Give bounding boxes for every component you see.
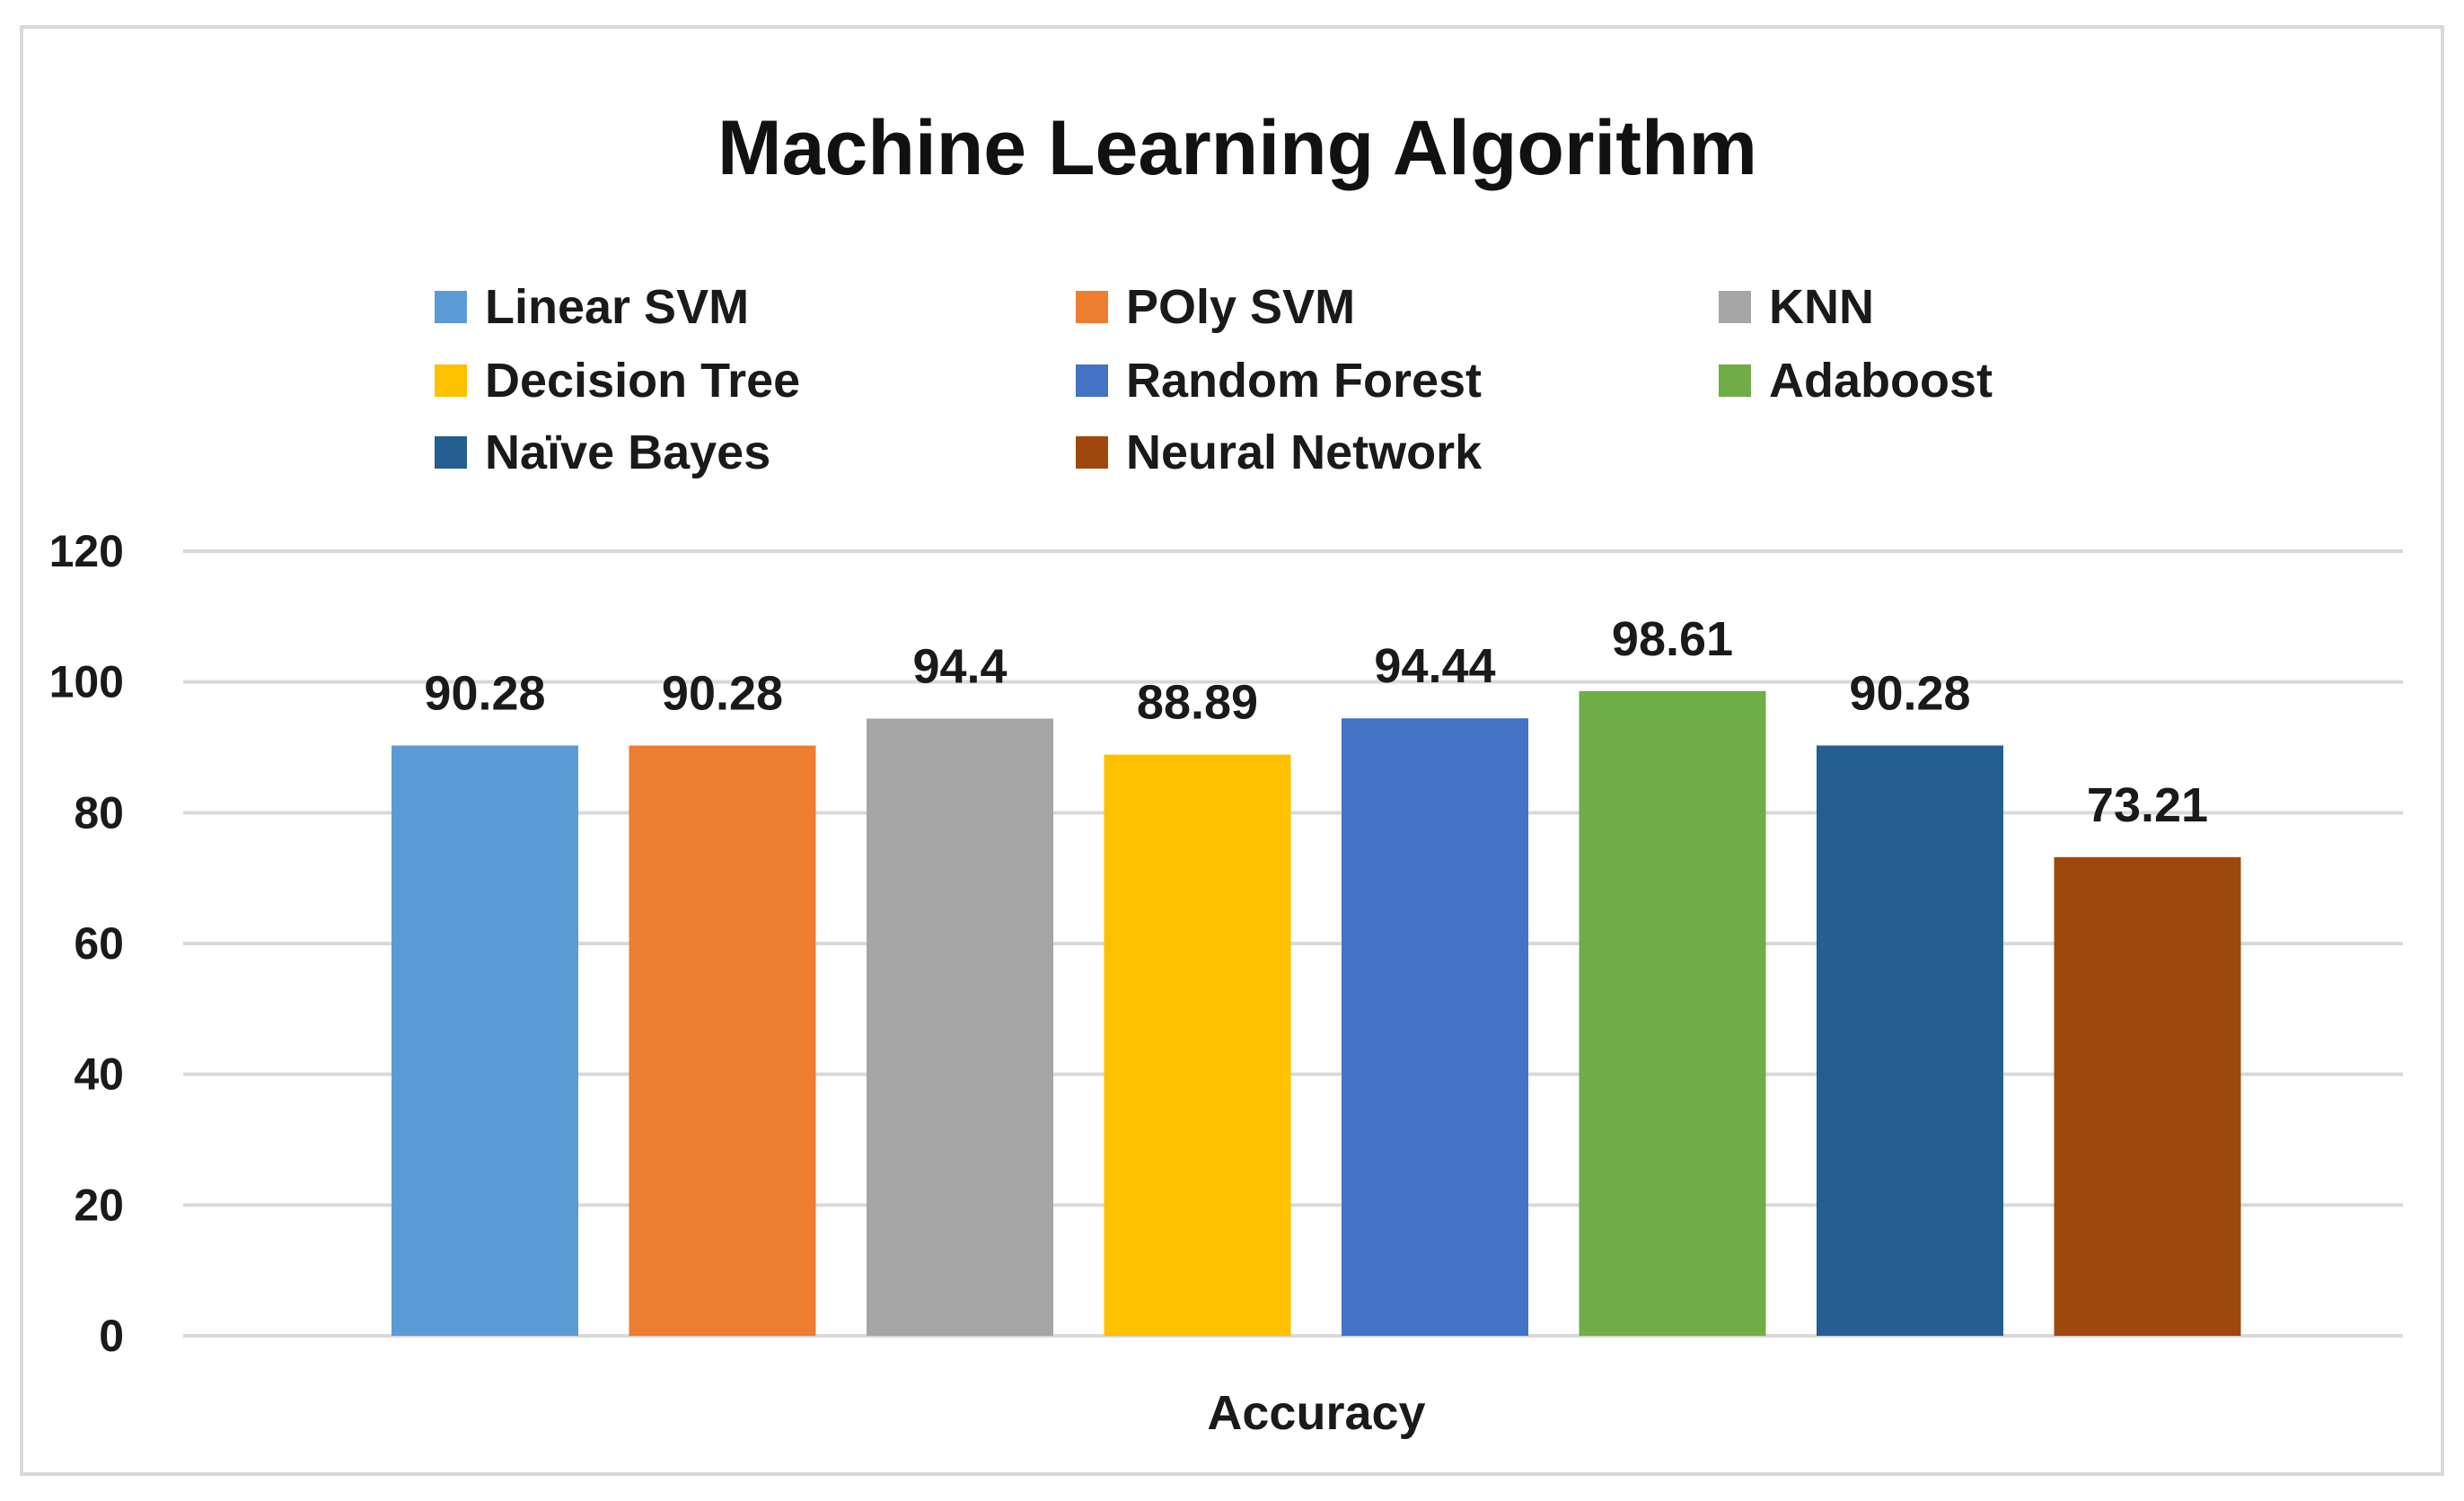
y-tick-label: 40: [74, 1049, 124, 1100]
legend-label: Linear SVM: [485, 280, 749, 334]
legend-item: Naïve Bayes: [435, 426, 770, 479]
chart-title: Machine Learning Algorithm: [717, 105, 1757, 191]
chart-legend: Linear SVM POly SVM KNN Decision Tree Random…: [435, 280, 1993, 479]
bar-linear-svm: [392, 745, 578, 1336]
data-labels: 90.28 90.28 94.4 88.89 94.44 98.61 90.28 73.21: [424, 612, 2208, 832]
y-tick-label: 20: [74, 1180, 124, 1230]
bar-chart: Machine Learning Algorithm Linear SVM POl…: [49, 105, 2403, 1440]
legend-label: Adaboost: [1769, 354, 1993, 408]
bar-knn: [867, 718, 1053, 1336]
chart-frame: Machine Learning Algorithm Linear SVM POl…: [20, 25, 2444, 1476]
x-tick-label: Accuracy: [1207, 1386, 1425, 1440]
y-axis: 0 20 40 60 80 100 120: [49, 526, 124, 1361]
legend-item: Linear SVM: [435, 280, 749, 334]
data-label: 94.44: [1374, 639, 1495, 693]
legend-swatch: [1076, 436, 1108, 469]
legend-swatch: [1719, 291, 1751, 323]
y-tick-label: 100: [49, 657, 124, 707]
data-label: 94.4: [912, 639, 1007, 693]
legend-label: Decision Tree: [485, 354, 800, 408]
bar-adaboost: [1579, 690, 1766, 1336]
legend-swatch: [1076, 364, 1108, 397]
bar-decision-tree: [1104, 754, 1291, 1336]
legend-label: Neural Network: [1126, 426, 1483, 479]
legend-swatch: [435, 436, 467, 469]
legend-item: Neural Network: [1076, 426, 1483, 479]
bar-random-forest: [1342, 718, 1528, 1336]
data-label: 73.21: [2087, 778, 2208, 832]
legend-label: POly SVM: [1126, 280, 1355, 334]
legend-swatch: [435, 364, 467, 397]
data-label: 90.28: [1849, 666, 1970, 720]
bar-neural-network: [2054, 856, 2241, 1336]
data-label: 90.28: [424, 666, 545, 720]
legend-item: Adaboost: [1719, 354, 1993, 408]
legend-label: KNN: [1769, 280, 1874, 334]
bar-poly-svm: [629, 745, 816, 1336]
data-label: 98.61: [1612, 612, 1733, 666]
legend-label: Naïve Bayes: [485, 426, 770, 479]
data-label: 88.89: [1137, 676, 1258, 730]
legend-swatch: [1076, 291, 1108, 323]
bars: [392, 690, 2241, 1336]
legend-swatch: [435, 291, 467, 323]
x-axis: Accuracy: [1207, 1386, 1425, 1440]
legend-item: Decision Tree: [435, 354, 800, 408]
legend-item: Random Forest: [1076, 354, 1482, 408]
y-tick-label: 60: [74, 918, 124, 969]
y-tick-label: 80: [74, 787, 124, 838]
legend-label: Random Forest: [1126, 354, 1482, 408]
bar-na-ve-bayes: [1817, 745, 2003, 1336]
y-tick-label: 0: [99, 1311, 124, 1361]
legend-swatch: [1719, 364, 1751, 397]
legend-item: POly SVM: [1076, 280, 1355, 334]
data-label: 90.28: [662, 666, 783, 720]
y-tick-label: 120: [49, 526, 124, 576]
legend-item: KNN: [1719, 280, 1874, 334]
